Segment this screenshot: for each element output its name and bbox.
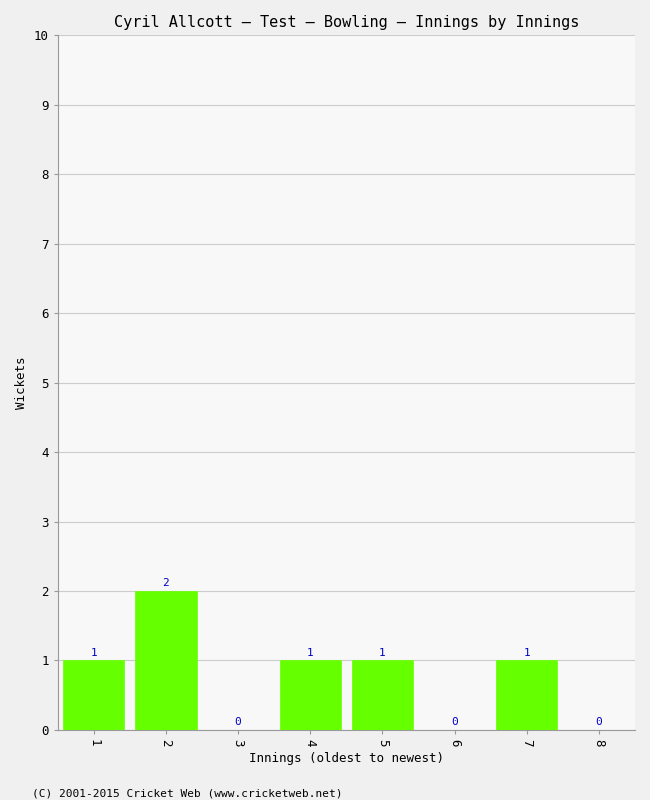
Bar: [63, 661, 124, 730]
Text: 0: 0: [235, 717, 241, 727]
Text: (C) 2001-2015 Cricket Web (www.cricketweb.net): (C) 2001-2015 Cricket Web (www.cricketwe…: [32, 788, 343, 798]
Bar: [280, 661, 341, 730]
Bar: [135, 591, 196, 730]
Text: 1: 1: [90, 648, 97, 658]
Text: 0: 0: [595, 717, 603, 727]
X-axis label: Innings (oldest to newest): Innings (oldest to newest): [249, 752, 444, 765]
Text: 2: 2: [162, 578, 169, 588]
Title: Cyril Allcott – Test – Bowling – Innings by Innings: Cyril Allcott – Test – Bowling – Innings…: [114, 15, 579, 30]
Text: 0: 0: [451, 717, 458, 727]
Text: 1: 1: [379, 648, 385, 658]
Bar: [352, 661, 413, 730]
Bar: [496, 661, 558, 730]
Y-axis label: Wickets: Wickets: [15, 356, 28, 409]
Text: 1: 1: [307, 648, 313, 658]
Text: 1: 1: [523, 648, 530, 658]
